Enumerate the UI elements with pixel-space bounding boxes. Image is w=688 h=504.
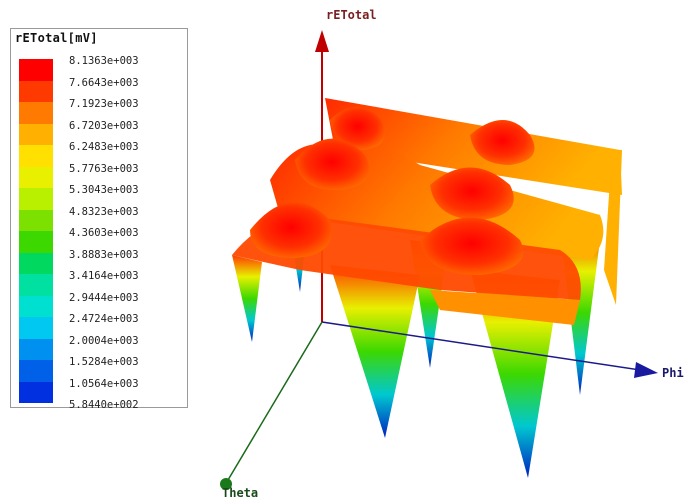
- scale-tick-label: 7.1923e+003: [69, 98, 139, 110]
- scale-color-0: [19, 59, 53, 81]
- peak-mid-left: [295, 138, 370, 191]
- scale-color-2: [19, 102, 53, 124]
- peak-mid-right: [430, 167, 514, 220]
- scale-color-12: [19, 317, 53, 339]
- scale-tick-label: 6.2483e+003: [69, 141, 139, 153]
- scale-tick-label: 2.9444e+003: [69, 291, 139, 304]
- scale-color-5: [19, 166, 53, 188]
- legend-title: rETotal[mV]: [15, 31, 98, 45]
- scale-color-15: [19, 381, 53, 403]
- scale-color-10: [19, 274, 53, 296]
- scale-color-14: [19, 360, 53, 382]
- scale-tick-label: 2.0004e+003: [69, 334, 139, 347]
- scale-tick-label: 4.3603e+003: [69, 227, 139, 239]
- scale-color-9: [19, 252, 53, 274]
- scale-color-1: [19, 80, 53, 102]
- scale-tick-label: 5.8440e+002: [69, 399, 139, 411]
- scale-tick-label: 5.3043e+003: [69, 184, 139, 196]
- spike-front-left: [232, 255, 262, 342]
- scale-color-8: [19, 231, 53, 253]
- peak-front-right: [420, 217, 524, 275]
- scale-color-4: [19, 145, 53, 167]
- peak-front-left: [250, 202, 332, 258]
- scale-tick-label: 2.4724e+003: [69, 313, 139, 325]
- scale-tick-label: 8.1363e+003: [69, 55, 139, 67]
- scale-tick-label: 5.7763e+003: [69, 162, 139, 175]
- scale-tick-label: 1.5284e+003: [69, 356, 139, 368]
- scale-color-13: [19, 338, 53, 360]
- peak-back-left: [330, 106, 385, 150]
- theta-axis-line: [227, 321, 323, 481]
- scale-tick-label: 3.8883e+003: [69, 248, 139, 261]
- scale-color-3: [19, 123, 53, 145]
- phi-axis-arrow: [634, 362, 658, 378]
- scale-color-7: [19, 209, 53, 231]
- color-scale: [19, 59, 53, 403]
- z-axis-label: rETotal: [326, 8, 377, 22]
- phi-axis-line: [321, 321, 641, 371]
- z-axis-arrow: [315, 30, 329, 52]
- surface-front-edge: [430, 290, 580, 325]
- scale-tick-label: 4.8323e+003: [69, 205, 139, 218]
- phi-axis-label: Phi: [662, 366, 684, 380]
- spike-front-right: [470, 270, 560, 478]
- scale-color-6: [19, 188, 53, 210]
- peak-back-right: [470, 120, 535, 165]
- theta-axis-end: [220, 478, 232, 490]
- scale-tick-label: 7.6643e+003: [69, 76, 139, 89]
- color-scale-labels: 8.1363e+003 7.6643e+003 7.1923e+003 6.7203e…: [69, 55, 139, 421]
- surface-back: [325, 98, 622, 195]
- scale-tick-label: 3.4164e+003: [69, 270, 139, 282]
- color-legend: rETotal[mV] 8.1363e+003 7.6643e+003 7.1923…: [10, 28, 188, 411]
- scale-color-11: [19, 295, 53, 317]
- scale-tick-label: 6.7203e+003: [69, 119, 139, 132]
- spike-front-mid: [330, 265, 420, 438]
- theta-axis-label: Theta: [222, 486, 259, 500]
- scale-tick-label: 1.0564e+003: [69, 377, 139, 390]
- surface-back-side: [604, 150, 622, 305]
